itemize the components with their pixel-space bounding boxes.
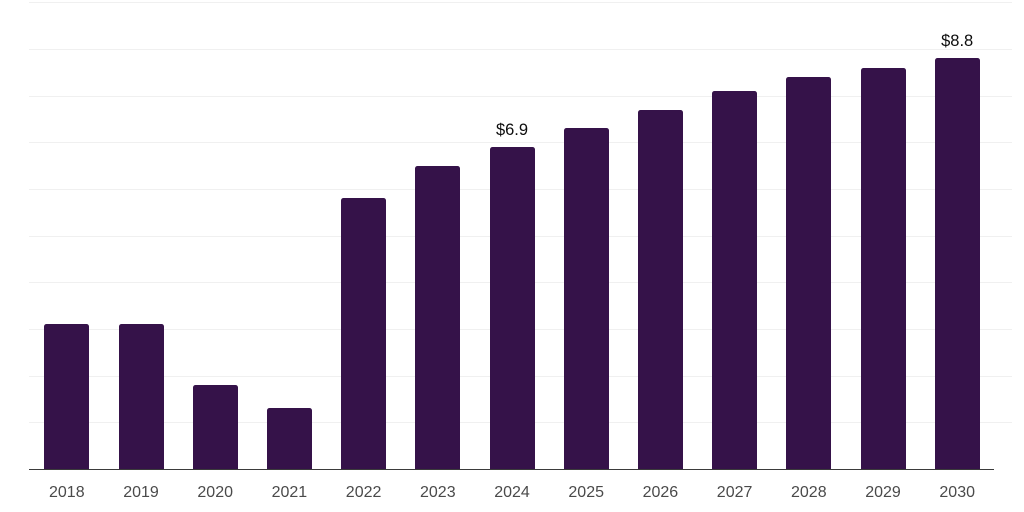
bar-2025 bbox=[563, 128, 609, 469]
bar-value-label-2024: $6.9 bbox=[495, 121, 529, 139]
x-tick-label-2030: 2030 bbox=[939, 484, 975, 501]
x-tick-label-2023: 2023 bbox=[420, 484, 456, 501]
gridline bbox=[29, 95, 1012, 97]
bar-2018 bbox=[44, 324, 90, 469]
x-tick-label-2021: 2021 bbox=[271, 484, 308, 501]
bar-2027 bbox=[712, 91, 758, 469]
x-tick-label-2024: 2024 bbox=[494, 484, 530, 501]
gridline bbox=[29, 142, 1012, 144]
bar-2029 bbox=[860, 67, 906, 469]
bar-2024 bbox=[489, 147, 535, 469]
bar-value-label-2030: $8.8 bbox=[941, 32, 974, 51]
gridline bbox=[29, 2, 1012, 4]
x-tick-label-2020: 2020 bbox=[197, 484, 233, 501]
x-tick-label-2022: 2022 bbox=[345, 484, 382, 501]
bar-2028 bbox=[786, 77, 832, 469]
x-tick-label-2028: 2028 bbox=[791, 484, 827, 501]
x-tick-label-2029: 2029 bbox=[865, 484, 901, 501]
x-axis-line bbox=[29, 469, 994, 470]
x-tick-label-2025: 2025 bbox=[568, 484, 604, 501]
bar-2022 bbox=[341, 198, 387, 469]
bar-2030 bbox=[934, 58, 980, 469]
x-tick-label-2027: 2027 bbox=[716, 484, 753, 501]
x-tick-label-2018: 2018 bbox=[49, 484, 85, 501]
bar-2023 bbox=[415, 165, 461, 469]
gridline bbox=[29, 49, 1012, 51]
bar-2021 bbox=[266, 408, 312, 469]
bar-2020 bbox=[192, 385, 238, 469]
x-tick-label-2026: 2026 bbox=[642, 484, 679, 501]
bar-2019 bbox=[118, 324, 164, 469]
bar-2026 bbox=[637, 109, 683, 469]
x-tick-label-2019: 2019 bbox=[123, 484, 159, 501]
